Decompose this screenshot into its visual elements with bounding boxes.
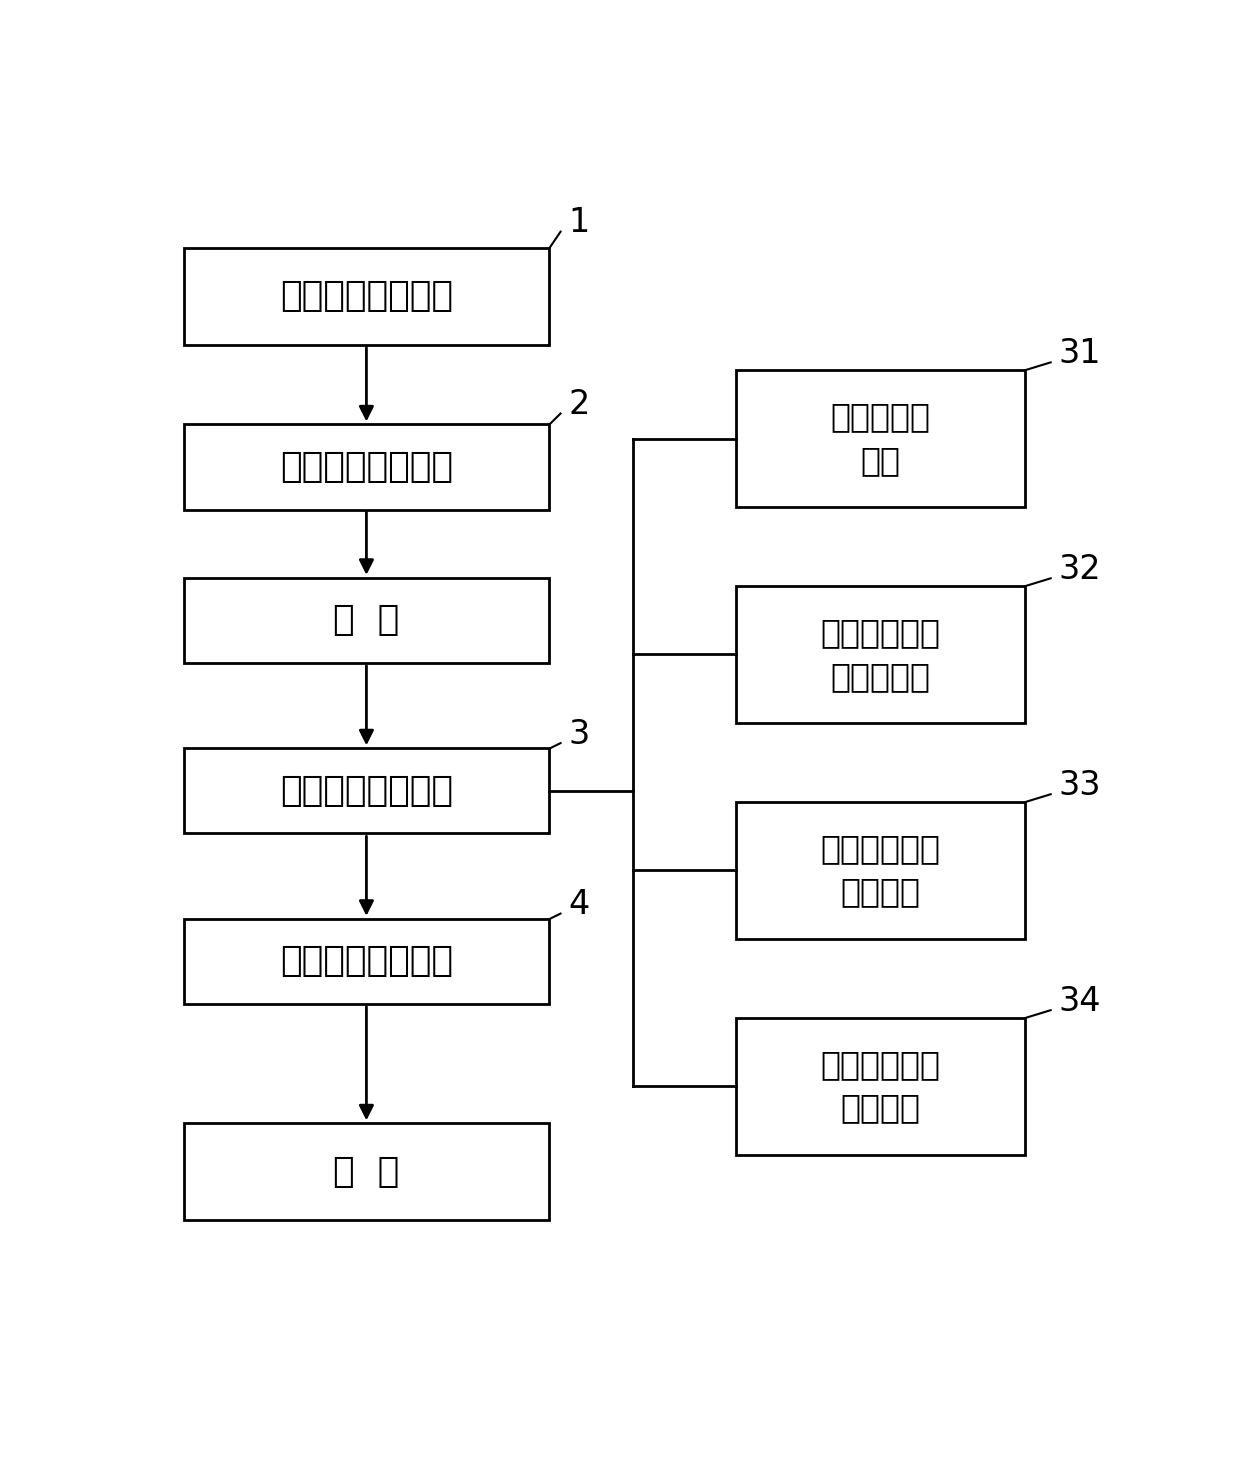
Text: 34: 34 <box>1058 984 1101 1017</box>
Text: 32: 32 <box>1058 552 1101 586</box>
Text: 返回计算工位数据: 返回计算工位数据 <box>280 945 453 979</box>
Text: 收费车道发起请求: 收费车道发起请求 <box>280 279 453 313</box>
Text: 收到工位分配申请: 收到工位分配申请 <box>280 450 453 484</box>
Text: 开  始: 开 始 <box>334 604 399 638</box>
Bar <box>737 801 1024 939</box>
Bar <box>737 1018 1024 1154</box>
Text: 调用坐席分配算法: 调用坐席分配算法 <box>280 773 453 807</box>
Bar <box>184 424 549 509</box>
Text: 3: 3 <box>568 717 589 750</box>
Bar <box>184 748 549 834</box>
Bar <box>184 577 549 663</box>
Text: 2: 2 <box>568 388 589 421</box>
Bar <box>184 248 549 345</box>
Bar <box>184 1123 549 1219</box>
Bar <box>737 586 1024 723</box>
Text: 1: 1 <box>568 207 589 239</box>
Text: 33: 33 <box>1058 769 1101 801</box>
Text: 定义权重系
数值: 定义权重系 数值 <box>831 400 930 477</box>
Bar <box>184 918 549 1004</box>
Bar <box>737 370 1024 506</box>
Text: 31: 31 <box>1058 337 1101 370</box>
Text: 结  束: 结 束 <box>334 1154 399 1188</box>
Text: 4: 4 <box>568 889 589 921</box>
Text: 定义排他权重
计算规则: 定义排他权重 计算规则 <box>821 1048 941 1125</box>
Text: 定义处理量权
重计算规则: 定义处理量权 重计算规则 <box>821 617 941 692</box>
Text: 定义优先权重
计算规则: 定义优先权重 计算规则 <box>821 832 941 909</box>
